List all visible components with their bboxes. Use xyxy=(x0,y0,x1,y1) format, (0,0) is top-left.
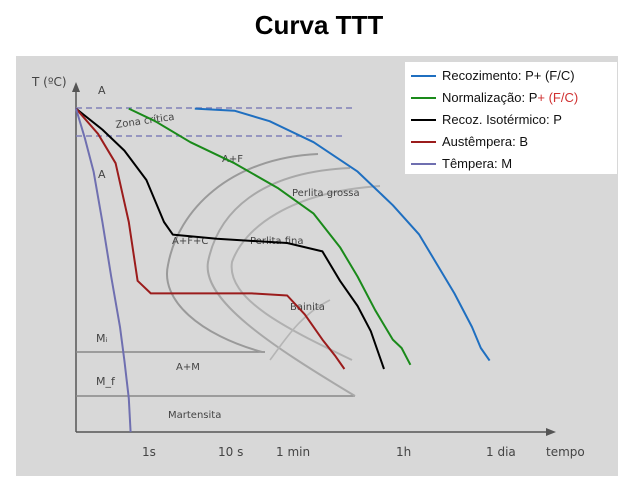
x-axis-arrow xyxy=(546,428,556,436)
legend: Recozimento: P+ (F/C) Normalização: P+ (… xyxy=(405,62,617,174)
region-label-austenite-ferrite-cementite: A+F+C xyxy=(172,236,208,247)
x-axis-label: tempo xyxy=(546,445,585,459)
region-label-martensite: Martensita xyxy=(168,410,221,421)
x-tick-label: 1 min xyxy=(276,445,310,459)
y-axis-label: T (ºC) xyxy=(31,75,67,89)
y-axis-arrow xyxy=(72,82,80,92)
legend-label-normalizacao: Normalização: P+ (F/C) xyxy=(442,90,578,105)
series-normalizacao xyxy=(128,107,412,366)
legend-background xyxy=(405,62,617,174)
ttt-end-curve xyxy=(230,185,381,361)
series-tempera xyxy=(75,108,132,433)
series-recoz-isotermico xyxy=(75,107,385,370)
region-label-coarse-pearlite: Perlita grossa xyxy=(292,188,360,199)
series-austempera xyxy=(75,107,346,370)
ttt-ferrite-curve xyxy=(206,167,356,397)
x-tick-label: 1h xyxy=(396,445,411,459)
legend-label-recoz-isotermico: Recoz. Isotérmico: P xyxy=(442,112,562,127)
region-label-ms: Mᵢ xyxy=(96,332,107,345)
region-label-bainite: Bainita xyxy=(290,302,325,313)
region-label-austenite-martensite: A+M xyxy=(176,362,200,373)
region-label-austenite-lower: A xyxy=(98,168,106,181)
region-label-mf: M_f xyxy=(96,375,116,388)
ttt-bainite-curve xyxy=(269,299,331,361)
legend-label-tempera: Têmpera: M xyxy=(442,156,512,171)
series-recozimento xyxy=(194,107,491,362)
legend-label-austempera: Austêmpera: B xyxy=(442,134,528,149)
x-tick-label: 1s xyxy=(142,445,156,459)
x-tick-label: 1 dia xyxy=(486,445,516,459)
ttt-start-curve xyxy=(165,153,319,353)
x-tick-label: 10 s xyxy=(218,445,243,459)
legend-label-recozimento: Recozimento: P+ (F/C) xyxy=(442,68,575,83)
region-label-austenite-ferrite: A+F xyxy=(222,154,243,165)
chart-title: Curva TTT xyxy=(254,10,384,40)
region-label-austenite: A xyxy=(98,84,106,97)
series-group xyxy=(75,107,491,433)
